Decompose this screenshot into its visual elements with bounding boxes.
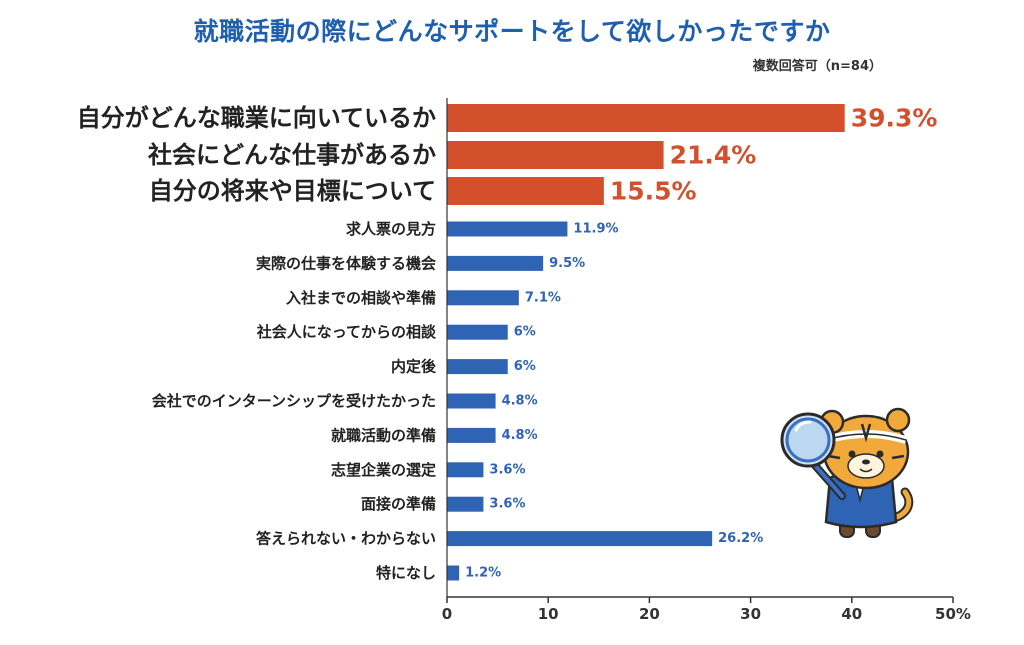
x-tick-label: 20 (639, 605, 660, 623)
category-label: 内定後 (391, 358, 437, 376)
value-label: 4.8% (502, 428, 538, 443)
bar (447, 104, 845, 132)
x-axis: 0 10 20 30 40 50% (442, 98, 971, 623)
category-label: 自分の将来や目標について (149, 177, 436, 205)
value-label: 26.2% (718, 531, 763, 546)
category-label: 入社までの相談や準備 (286, 289, 436, 307)
value-label: 11.9% (573, 222, 618, 237)
category-label: 答えられない・わからない (256, 530, 436, 548)
value-label: 39.3% (851, 104, 938, 133)
bar (447, 255, 544, 271)
bar (447, 496, 484, 512)
category-label: 会社でのインターンシップを受けたかった (152, 392, 436, 410)
x-tick-label: 0 (442, 605, 452, 623)
value-label: 6% (514, 359, 536, 374)
bar (447, 462, 484, 478)
x-tick-label: 30 (740, 605, 761, 623)
category-label: 特になし (376, 564, 436, 582)
tiger-mascot-icon (780, 407, 914, 538)
category-label: 求人票の見方 (346, 220, 436, 238)
bar (447, 290, 519, 306)
category-label: 志望企業の選定 (331, 461, 436, 479)
bars-layer: 自分がどんな職業に向いているか 39.3% 社会にどんな仕事があるか 21.4% 自分の… (77, 104, 938, 583)
bar (447, 531, 713, 547)
value-label: 9.5% (549, 256, 585, 271)
category-label: 実際の仕事を体験する機会 (256, 254, 436, 272)
bar (447, 141, 664, 169)
category-label: 自分がどんな職業に向いているか (77, 104, 436, 132)
value-label: 21.4% (670, 141, 757, 170)
value-label: 1.2% (465, 566, 501, 581)
x-tick-label: 50% (935, 605, 971, 623)
bar (447, 565, 460, 581)
bar (447, 359, 508, 375)
value-label: 3.6% (489, 462, 525, 477)
category-label: 社会人になってからの相談 (256, 323, 437, 341)
value-label: 3.6% (489, 497, 525, 512)
value-label: 6% (514, 325, 536, 340)
bar (447, 393, 496, 409)
bar (447, 177, 604, 205)
bar (447, 324, 508, 340)
category-label: 社会にどんな仕事があるか (148, 141, 436, 169)
bar (447, 427, 496, 443)
value-label: 7.1% (525, 290, 561, 305)
chart-title: 就職活動の際にどんなサポートをして欲しかったですか (193, 17, 831, 46)
category-label: 就職活動の準備 (331, 426, 436, 444)
sample-note: 複数回答可（n=84） (752, 59, 882, 74)
category-label: 面接の準備 (361, 495, 436, 513)
value-label: 4.8% (502, 394, 538, 409)
x-tick-label: 10 (538, 605, 559, 623)
x-tick-label: 40 (841, 605, 862, 623)
value-label: 15.5% (610, 177, 697, 206)
bar (447, 221, 568, 237)
